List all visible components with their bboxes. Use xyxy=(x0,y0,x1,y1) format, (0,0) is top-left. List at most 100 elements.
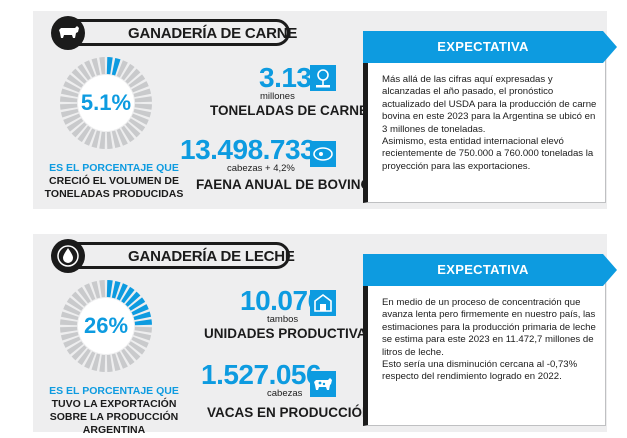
donut-segment-empty xyxy=(91,280,101,299)
donut-segment-empty xyxy=(133,108,152,118)
donut-segment-empty xyxy=(131,113,149,125)
donut-segment-empty xyxy=(111,353,121,372)
dairy-cow-icon xyxy=(310,371,336,397)
section-ganaderia-carne: GANADERÍA DE CARNE 5.1% ES EL PORCENTAJE… xyxy=(33,11,617,209)
tonnage-unit: millones xyxy=(260,91,295,102)
donut-segment-empty xyxy=(71,345,87,361)
donut-segment-empty xyxy=(116,351,128,369)
dairy-cows-value: 1.527.056 xyxy=(201,359,322,390)
donut-segment-empty xyxy=(63,304,81,316)
donut-segment-filled xyxy=(121,286,135,304)
percent-value: 5.1% xyxy=(80,90,132,115)
donut-segment-empty xyxy=(121,348,135,366)
donut-segment-empty xyxy=(134,326,152,333)
expectativa-text: En medio de un proceso de concentración … xyxy=(382,297,600,384)
section-title: GANADERÍA DE LECHE xyxy=(128,248,295,265)
donut-segment-filled xyxy=(128,297,146,311)
percent-description-lead: ES EL PORCENTAJE QUE xyxy=(49,162,179,174)
donut-segment-empty xyxy=(66,341,84,355)
section-ganaderia-leche: GANADERÍA DE LECHE 26% ES EL PORCENTAJE … xyxy=(33,234,617,436)
donut-segment-empty xyxy=(63,81,81,93)
percent-description: ES EL PORCENTAJE QUE CRECIÓ EL VOLUMEN D… xyxy=(39,162,189,201)
donut-segment-empty xyxy=(60,331,79,341)
donut-segment-empty xyxy=(60,88,79,98)
dairy-cows-unit: cabezas xyxy=(267,388,303,399)
percent-description-rest: TUVO LA EXPORTACIÓN SOBRE LA PRODUCCIÓN … xyxy=(49,398,179,436)
donut-segment-filled xyxy=(131,304,149,316)
donut-segment-empty xyxy=(121,63,135,81)
dairy-farms-unit: tambos xyxy=(267,314,299,325)
scale-icon xyxy=(310,65,336,91)
donut-segment-empty xyxy=(71,122,87,138)
donut-segment-empty xyxy=(84,60,96,78)
section-title-pill: GANADERÍA DE CARNE xyxy=(55,19,297,46)
dairy-farms-value: 10.076 xyxy=(240,285,323,316)
donut-segment-empty xyxy=(134,103,152,110)
donut-segment-empty xyxy=(91,57,101,76)
percent-description: ES EL PORCENTAJE QUE TUVO LA EXPORTACIÓN… xyxy=(39,385,189,437)
donut-segment-filled xyxy=(111,280,121,299)
donut-segment-empty xyxy=(134,96,152,103)
percent-description-lead: ES EL PORCENTAJE QUE xyxy=(49,385,179,397)
donut-segment-empty xyxy=(111,130,121,149)
donut-segment-empty xyxy=(84,351,96,369)
expectativa-paragraph-2: Asimismo, esta entidad internacional ele… xyxy=(382,136,594,172)
donut-segment-empty xyxy=(131,336,149,348)
donut-segment-empty xyxy=(128,74,146,88)
expectativa-paragraph-2: Esto sería una disminución cercana al -0… xyxy=(382,359,578,383)
expectativa-box: En medio de un proceso de concentración … xyxy=(363,264,606,426)
donut-segment-empty xyxy=(131,81,149,93)
percent-value: 26% xyxy=(83,313,129,338)
donut-segment-empty xyxy=(99,354,106,372)
donut-segment-filled xyxy=(106,280,113,298)
dairy-cows-label: VACAS EN PRODUCCIÓN xyxy=(207,405,372,420)
donut-segment-empty xyxy=(116,60,128,78)
donut-segment-empty xyxy=(99,57,106,75)
donut-segment-empty xyxy=(125,345,141,361)
donut-segment-empty xyxy=(121,125,135,143)
donut-segment-filled xyxy=(106,57,113,75)
expectativa-paragraph-1: En medio de un proceso de concentración … xyxy=(382,297,596,358)
donut-segment-empty xyxy=(71,68,87,84)
steak-icon xyxy=(310,141,336,167)
donut-center xyxy=(78,75,134,131)
donut-segment-empty xyxy=(106,131,113,149)
tonnage-value: 3.13 xyxy=(259,62,312,93)
donut-segment-empty xyxy=(60,319,78,326)
percent-description-rest: CRECIÓ EL VOLUMEN DE TONELADAS PRODUCIDA… xyxy=(44,175,184,200)
donut-segment-filled xyxy=(125,291,141,307)
slaughter-label: FAENA ANUAL DE BOVINOS xyxy=(196,177,381,192)
donut-segment-empty xyxy=(77,125,91,143)
dairy-farms-label: UNIDADES PRODUCTIVAS xyxy=(204,326,376,341)
tonnage-label: TONELADAS DE CARNE xyxy=(210,103,369,118)
donut-segment-empty xyxy=(128,341,146,355)
donut-center xyxy=(78,298,134,354)
donut-segment-empty xyxy=(66,297,84,311)
donut-segment-filled xyxy=(116,283,128,301)
percent-donut xyxy=(60,57,152,149)
donut-segment-empty xyxy=(77,348,91,366)
donut-segment-empty xyxy=(84,283,96,301)
barn-icon xyxy=(310,290,336,316)
donut-segment-empty xyxy=(106,354,113,372)
donut-segment-empty xyxy=(91,130,101,149)
donut-segment-empty xyxy=(133,88,152,98)
percent-donut xyxy=(60,280,152,372)
donut-segment-empty xyxy=(99,131,106,149)
donut-segment-empty xyxy=(125,68,141,84)
expectativa-text: Más allá de las cifras aquí expresadas y… xyxy=(382,74,600,173)
cow-icon xyxy=(51,16,85,50)
donut-segment-empty xyxy=(60,103,78,110)
expectativa-header: EXPECTATIVA xyxy=(363,254,617,286)
donut-segment-filled xyxy=(134,319,152,326)
expectativa-paragraph-1: Más allá de las cifras aquí expresadas y… xyxy=(382,74,597,135)
milk-drop-icon xyxy=(51,239,85,273)
donut-segment-empty xyxy=(99,280,106,298)
expectativa-box: Más allá de las cifras aquí expresadas y… xyxy=(363,41,606,203)
donut-segment-filled xyxy=(111,57,121,76)
donut-segment-empty xyxy=(71,291,87,307)
donut-segment-empty xyxy=(91,353,101,372)
donut-segment-filled xyxy=(133,311,152,321)
donut-segment-empty xyxy=(133,331,152,341)
slaughter-unit: cabezas + 4,2% xyxy=(227,163,295,174)
